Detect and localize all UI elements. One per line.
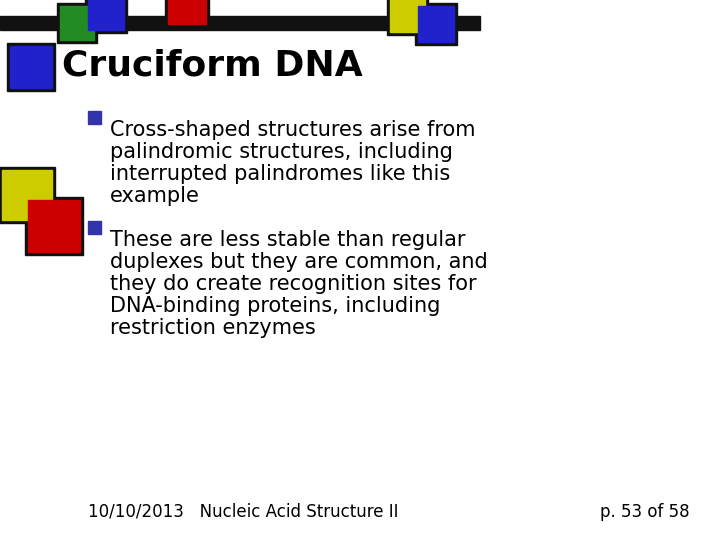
Text: DNA-binding proteins, including: DNA-binding proteins, including [110, 296, 441, 316]
Text: These are less stable than regular: These are less stable than regular [110, 230, 466, 250]
Bar [165, 0, 209, 27]
Bar [10, 46, 52, 88]
Text: duplexes but they are common, and: duplexes but they are common, and [110, 252, 487, 272]
Bar [88, 221, 101, 234]
Text: Cross-shaped structures arise from: Cross-shaped structures arise from [110, 120, 475, 140]
Bar [418, 6, 454, 42]
Bar [57, 3, 97, 43]
Text: they do create recognition sites for: they do create recognition sites for [110, 274, 477, 294]
Text: example: example [110, 186, 200, 206]
Text: 10/10/2013   Nucleic Acid Structure II: 10/10/2013 Nucleic Acid Structure II [88, 503, 398, 521]
Bar [25, 197, 83, 255]
Bar [390, 0, 425, 32]
Text: palindromic structures, including: palindromic structures, including [110, 142, 453, 162]
Bar [415, 3, 457, 45]
Text: Cruciform DNA: Cruciform DNA [62, 49, 363, 83]
Bar [0, 16, 480, 30]
Bar [0, 167, 55, 223]
Bar [85, 0, 127, 33]
Bar [168, 0, 206, 24]
Text: interrupted palindromes like this: interrupted palindromes like this [110, 164, 450, 184]
Bar [2, 170, 52, 220]
Bar [88, 111, 101, 124]
Bar [28, 200, 80, 252]
Bar [88, 0, 124, 30]
Text: p. 53 of 58: p. 53 of 58 [600, 503, 690, 521]
Bar [387, 0, 428, 35]
Bar [60, 6, 94, 40]
Text: restriction enzymes: restriction enzymes [110, 318, 316, 338]
Bar [7, 43, 55, 91]
